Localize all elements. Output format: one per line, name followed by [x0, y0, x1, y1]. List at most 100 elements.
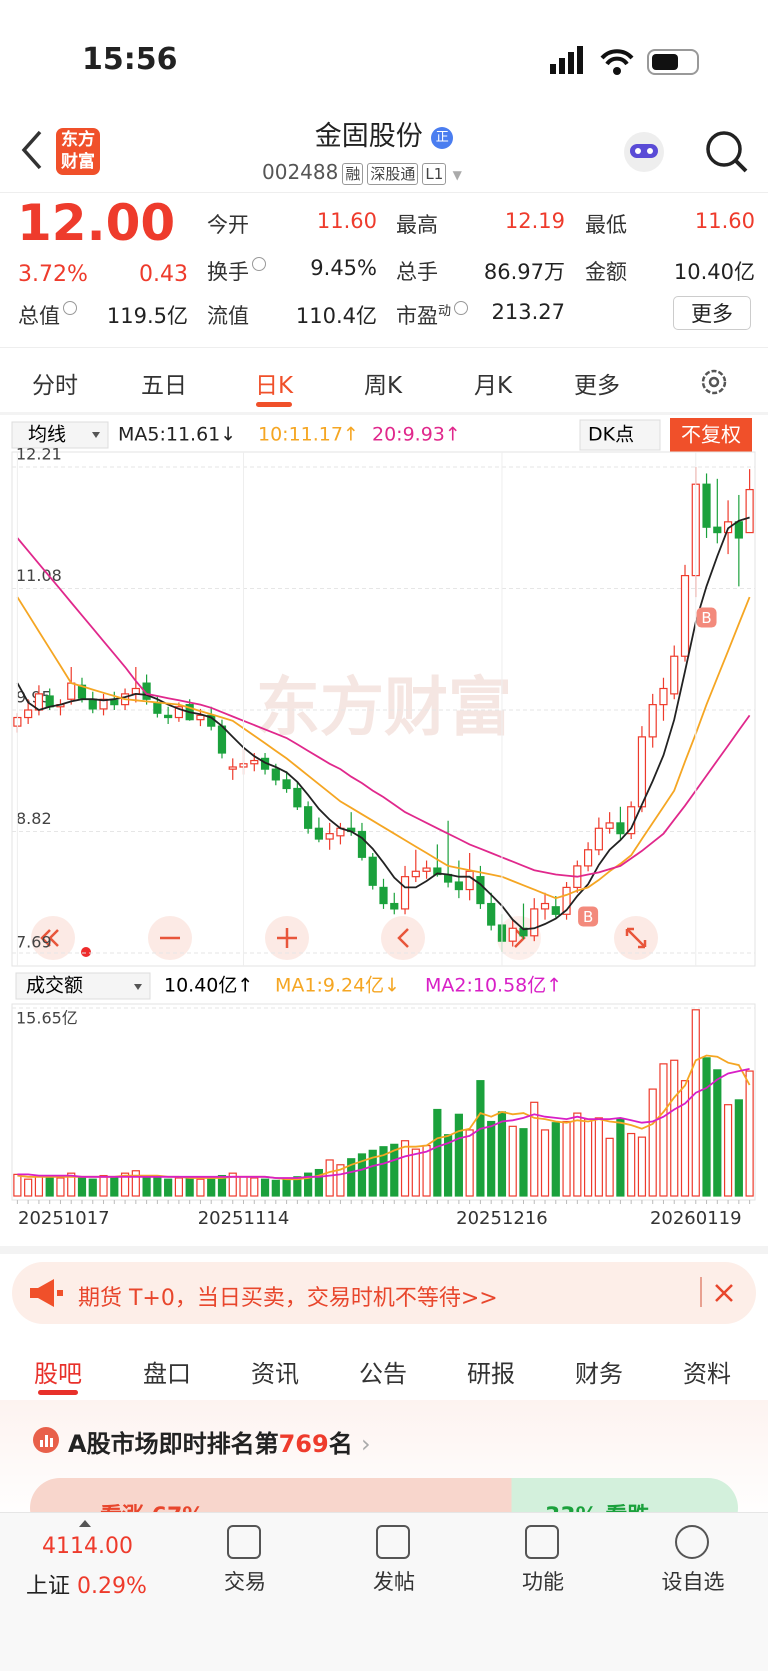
- sub-tab-underline: [38, 1390, 78, 1395]
- change-pct: 3.72%: [18, 262, 88, 287]
- volume-bar: [390, 1143, 399, 1197]
- label-text: 市盈: [396, 304, 438, 328]
- field-label: 今开: [207, 209, 249, 239]
- close-banner[interactable]: [713, 1282, 735, 1304]
- kline-frame: [11, 451, 756, 967]
- volume-bar: [627, 1132, 636, 1197]
- sub-tab[interactable]: 研报: [467, 1360, 515, 1388]
- change: 0.43: [139, 262, 188, 287]
- horn-icon: [30, 1279, 63, 1307]
- candle-body: [734, 521, 743, 539]
- candle-body: [379, 886, 388, 905]
- volume-bar: [260, 1178, 270, 1197]
- nav-icon[interactable]: [675, 1525, 709, 1559]
- field-value: 213.27: [491, 300, 565, 324]
- period-tab[interactable]: 日K: [254, 373, 294, 399]
- candle-body: [562, 886, 571, 915]
- nav-icon[interactable]: [525, 1525, 559, 1559]
- sub-tab[interactable]: 公告: [359, 1360, 407, 1388]
- candle-body: [142, 682, 151, 700]
- period-tab[interactable]: 五日: [141, 373, 187, 399]
- x-tick-label: 20251017: [18, 1208, 110, 1229]
- volume-bar: [45, 1177, 54, 1197]
- candle-body: [368, 856, 377, 886]
- volume-bar: [325, 1159, 334, 1197]
- candle-body: [487, 902, 496, 926]
- label-text: 换手: [207, 260, 249, 284]
- sub-tab[interactable]: 财务: [575, 1360, 623, 1388]
- candle-body: [99, 698, 108, 710]
- candle-body: [465, 870, 474, 891]
- candle-body: [67, 682, 76, 700]
- label-text: 总手: [396, 260, 438, 284]
- period-tab[interactable]: 更多: [574, 373, 620, 399]
- volume-bar: [56, 1177, 65, 1197]
- nav-label[interactable]: 交易: [224, 1570, 266, 1594]
- volume-ma-line: [17, 1054, 751, 1181]
- volume-bar: [551, 1122, 560, 1197]
- volume-select[interactable]: [15, 972, 151, 1000]
- period-tab[interactable]: 分时: [32, 373, 78, 399]
- candle-body: [616, 822, 625, 835]
- adjust-text: 不复权: [681, 423, 741, 447]
- index-value[interactable]: 4114.00: [42, 1534, 133, 1559]
- candle-body: [551, 906, 560, 915]
- indicator-text: 均线: [28, 424, 66, 446]
- robot-icon[interactable]: [620, 128, 668, 176]
- dk-select[interactable]: [579, 419, 661, 451]
- sub-tab[interactable]: 盘口: [143, 1360, 191, 1388]
- settings-icon[interactable]: [698, 366, 730, 398]
- app-logo[interactable]: 东方财富: [56, 128, 100, 175]
- back-button[interactable]: [16, 128, 46, 172]
- nav-label[interactable]: 功能: [522, 1570, 564, 1594]
- sub-tab[interactable]: 股吧: [34, 1360, 82, 1388]
- volume-bar: [174, 1177, 184, 1197]
- volume-bar: [196, 1178, 205, 1197]
- index-change: 0.29%: [77, 1574, 147, 1599]
- volume-bar: [519, 1128, 528, 1197]
- search-icon[interactable]: [702, 128, 750, 176]
- volume-ma-line: [17, 1068, 750, 1179]
- sub-tab[interactable]: 资讯: [251, 1360, 299, 1388]
- nav-label[interactable]: 设自选: [661, 1570, 725, 1594]
- candle-body: [174, 706, 184, 719]
- banner-text[interactable]: 期货 T+0，当日买卖，交易时机不等待>>: [78, 1286, 498, 1311]
- legend-entry: MA5:11.61↓: [118, 424, 236, 446]
- legend-entry: MA1:9.24亿↓: [275, 975, 400, 997]
- rank[interactable]: A股市场即时排名第769名 ›: [68, 1430, 371, 1458]
- index-line[interactable]: 上证 0.29%: [26, 1568, 147, 1600]
- period-tab[interactable]: 周K: [363, 373, 403, 399]
- badge: 正: [431, 126, 454, 149]
- indicator-select[interactable]: [11, 421, 109, 449]
- field-label: 最高: [396, 209, 438, 239]
- buy-marker: [578, 906, 599, 927]
- volume-bar: [314, 1168, 323, 1197]
- candle-body: [325, 833, 334, 840]
- period-tab[interactable]: 月K: [473, 373, 513, 399]
- x-tick-label: 20260119: [650, 1208, 742, 1229]
- nav-icon[interactable]: [227, 1525, 261, 1559]
- volume-bar: [304, 1172, 313, 1197]
- volume-bar: [24, 1178, 33, 1197]
- adjust-button[interactable]: [670, 418, 752, 452]
- tag: 融: [342, 163, 364, 185]
- candle-body: [530, 908, 539, 937]
- candle-body: [24, 709, 33, 719]
- rank-suffix: 名: [328, 1430, 353, 1458]
- sub-tab[interactable]: 资料: [683, 1360, 731, 1388]
- candle-body: [153, 701, 162, 714]
- nav-icon[interactable]: [376, 1525, 410, 1559]
- volume-bar: [239, 1176, 248, 1197]
- rank-icon: [33, 1427, 59, 1453]
- nav-label[interactable]: 发帖: [373, 1570, 415, 1594]
- buy-marker-text: B: [583, 908, 593, 926]
- candle-body: [605, 822, 614, 829]
- more-button[interactable]: 更多: [673, 296, 751, 330]
- candle-body: [680, 574, 690, 657]
- stock-code: 002488: [262, 160, 339, 184]
- banner[interactable]: [12, 1262, 756, 1324]
- candle-body: [411, 870, 420, 878]
- volume-bar: [680, 1080, 690, 1197]
- candle-body: [228, 766, 237, 770]
